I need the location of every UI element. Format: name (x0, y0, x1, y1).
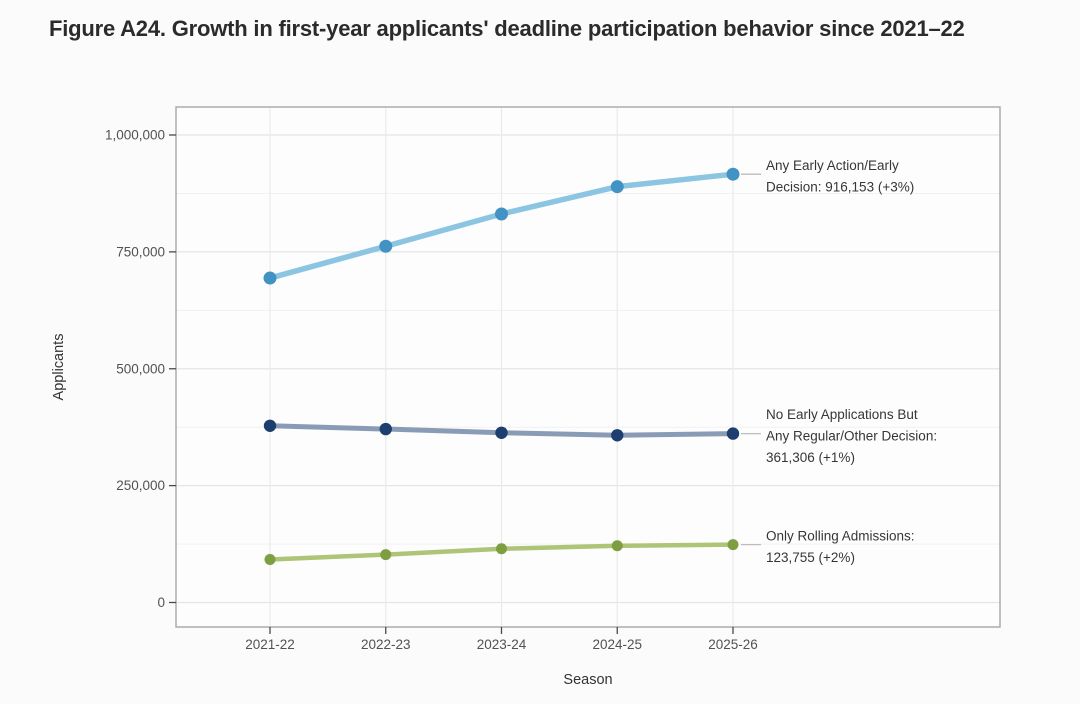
data-point (726, 167, 740, 181)
y-tick-label: 750,000 (116, 244, 165, 259)
data-point (495, 207, 508, 221)
annotation-text: Any Regular/Other Decision: (766, 428, 937, 443)
annotation-text: Decision: 916,153 (+3%) (766, 180, 914, 195)
x-axis-title: Season (563, 672, 612, 688)
data-point (496, 543, 507, 555)
series-2: No Early Applications But Any Regular/Oth… (263, 407, 937, 465)
data-point (379, 239, 393, 253)
x-tick-label: 2023-24 (477, 637, 527, 652)
data-point (379, 422, 392, 436)
data-point (263, 271, 277, 285)
data-point (264, 553, 276, 565)
data-point (611, 429, 624, 442)
x-tick-label: 2024-25 (592, 637, 642, 652)
panel-border (175, 106, 1001, 628)
line-chart: 0 250,000 500,000 750,000 1,000,000 2021-22 20… (51, 106, 1001, 688)
figure-title: Figure A24. Growth in first-year applica… (49, 16, 965, 41)
data-point (263, 419, 277, 432)
data-point (495, 426, 508, 439)
data-point (727, 539, 739, 551)
annotation-text: 361,306 (+1%) (766, 450, 855, 465)
data-point (610, 180, 624, 194)
annotation-text: 123,755 (+2%) (766, 550, 855, 565)
y-axis-title: Applicants (51, 334, 67, 401)
x-tick-label: 2021-22 (245, 637, 295, 652)
annotation-text: Only Rolling Admissions: (766, 529, 915, 544)
annotation-text: Any Early Action/Early (766, 158, 899, 173)
annotation-text: No Early Applications But (766, 407, 918, 422)
series-3: Only Rolling Admissions: 123,755 (+2%) (264, 529, 915, 565)
data-point (611, 540, 623, 552)
x-tick-label: 2022-23 (361, 637, 411, 652)
y-tick-label: 250,000 (116, 478, 165, 493)
x-tick-label: 2025-26 (708, 637, 758, 652)
data-point (726, 427, 740, 440)
data-point (380, 549, 392, 561)
y-tick-label: 0 (157, 595, 165, 610)
y-tick-label: 1,000,000 (105, 128, 165, 143)
series-1: Any Early Action/Early Decision: 916,153 … (263, 158, 914, 285)
y-tick-label: 500,000 (116, 361, 165, 376)
